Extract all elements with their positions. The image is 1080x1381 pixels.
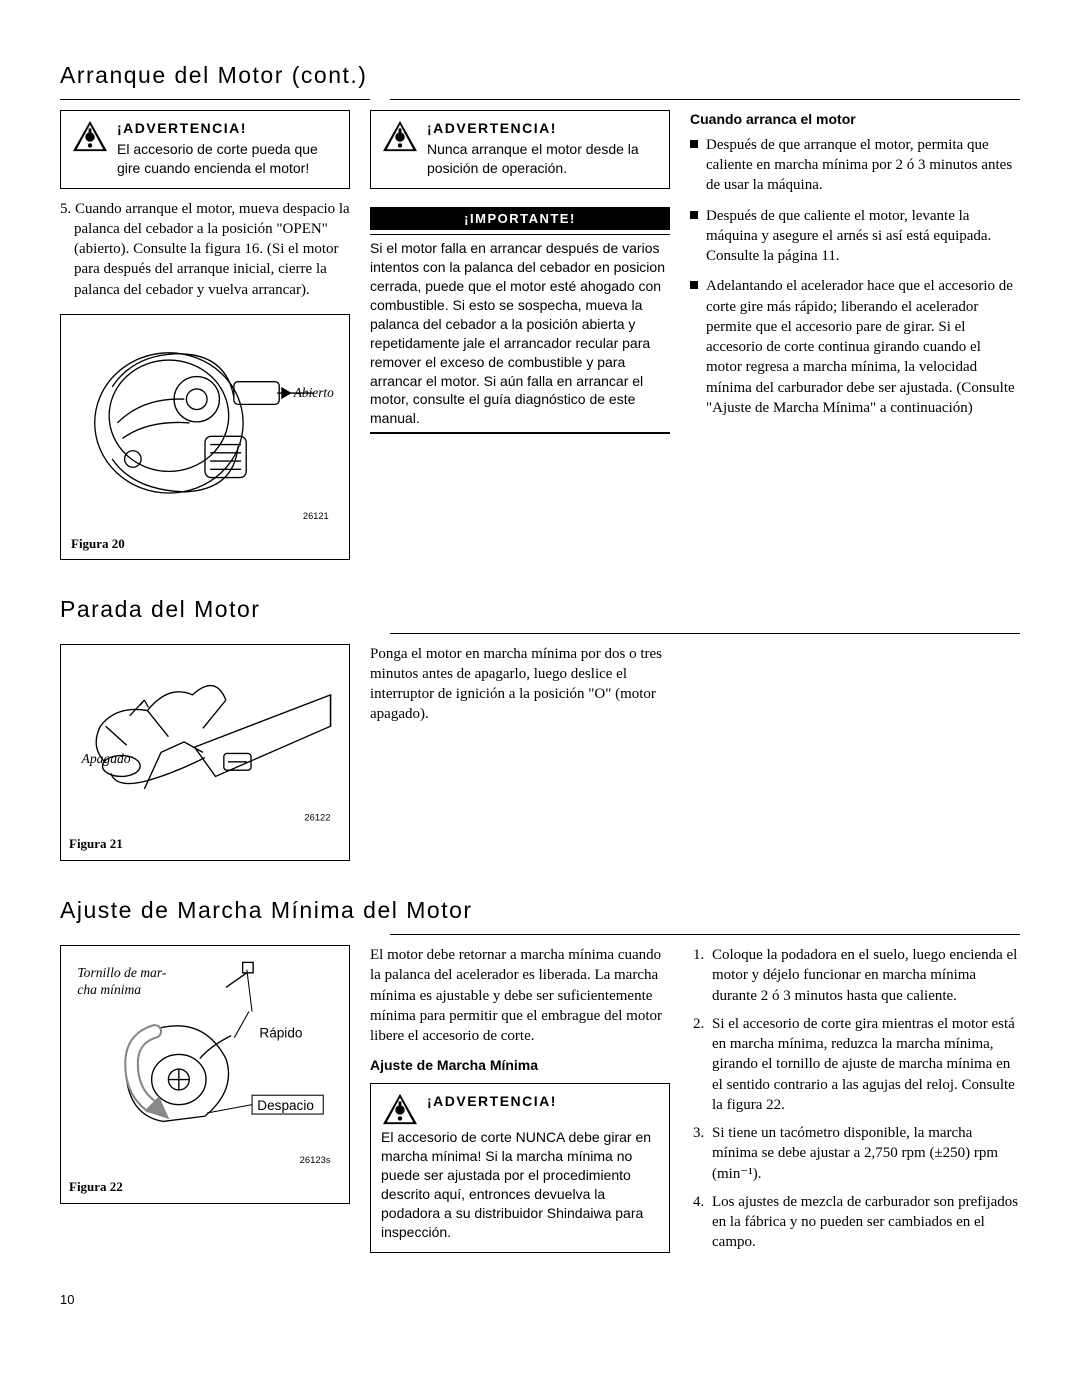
fig21-code: 26122 <box>304 811 330 822</box>
figure-22-svg: Tornillo de mar- cha mínima Rápido Despa… <box>69 954 341 1174</box>
rule <box>60 99 370 100</box>
figure-20: Abierto 26121 Figura 20 <box>60 314 350 560</box>
step-item: Si tiene un tacómetro disponible, la mar… <box>708 1123 1020 1184</box>
warning-icon <box>381 119 419 153</box>
step-item: Los ajustes de mezcla de carburador son … <box>708 1192 1020 1253</box>
warning-icon <box>381 1092 419 1126</box>
fig22-label-rapido: Rápido <box>259 1026 302 1041</box>
rule <box>370 432 670 434</box>
section-title-arranque: Arranque del Motor (cont.) <box>60 60 1020 91</box>
rule <box>370 234 670 235</box>
bullet-item: Adelantando el acelerador hace que el ac… <box>690 276 1020 418</box>
step-item: Coloque la podadora en el suelo, luego e… <box>708 945 1020 1006</box>
fig21-label-apagado: Apagado <box>81 751 131 766</box>
fig20-label-abierto: Abierto <box>293 385 334 400</box>
bullet-item: Después de que caliente el motor, levant… <box>690 206 1020 267</box>
warning-box-3: ¡ADVERTENCIA! El accesorio de corte NUNC… <box>370 1083 670 1252</box>
figure-20-caption: Figura 20 <box>71 535 339 553</box>
section-title-parada: Parada del Motor <box>60 594 1020 625</box>
figure-20-svg: Abierto 26121 <box>71 325 339 531</box>
rule <box>390 934 1020 935</box>
warning-box-2: ¡ADVERTENCIA! Nunca arranque el motor de… <box>370 110 670 189</box>
parada-text: Ponga el motor en marcha mínima por dos … <box>370 644 670 725</box>
warning-title-2: ¡ADVERTENCIA! <box>427 119 659 138</box>
fig22-label-despacio: Despacio <box>257 1098 314 1113</box>
warning-title-3: ¡ADVERTENCIA! <box>427 1092 557 1111</box>
cuando-arranca-heading: Cuando arranca el motor <box>690 110 1020 129</box>
importante-text: Si el motor falla en arrancar después de… <box>370 239 670 428</box>
ajuste-subhead: Ajuste de Marcha Mínima <box>370 1056 670 1075</box>
step-item: Si el accesorio de corte gira mientras e… <box>708 1014 1020 1115</box>
warning-icon <box>71 119 109 153</box>
fig22-label-tornillo1: Tornillo de mar- <box>77 965 166 980</box>
fig22-label-tornillo2: cha mínima <box>77 982 141 997</box>
ajuste-intro: El motor debe retornar a marcha mínima c… <box>370 945 670 1046</box>
warning-text-3: El accesorio de corte NUNCA debe girar e… <box>381 1128 659 1241</box>
bullet-item: Después de que arranque el motor, permit… <box>690 135 1020 196</box>
rule <box>390 99 1020 100</box>
figure-21-svg: Apagado 26122 <box>69 653 341 831</box>
section-title-ajuste: Ajuste de Marcha Mínima del Motor <box>60 895 1020 926</box>
importante-bar: ¡IMPORTANTE! <box>370 207 670 231</box>
warning-title-1: ¡ADVERTENCIA! <box>117 119 339 138</box>
warning-box-1: ¡ADVERTENCIA! El accesorio de corte pued… <box>60 110 350 189</box>
figure-22: Tornillo de mar- cha mínima Rápido Despa… <box>60 945 350 1204</box>
figure-22-caption: Figura 22 <box>69 1178 341 1196</box>
figure-21: Apagado 26122 Figura 21 <box>60 644 350 861</box>
figure-21-caption: Figura 21 <box>69 835 341 853</box>
warning-text-2: Nunca arranque el motor desde la posició… <box>427 140 659 178</box>
warning-text-1: El accesorio de corte pueda que gire cua… <box>117 140 339 178</box>
fig22-code: 26123s <box>300 1154 331 1165</box>
step-5: 5. Cuando arranque el motor, mueva despa… <box>60 199 350 300</box>
rule <box>390 633 1020 634</box>
fig20-code: 26121 <box>303 511 329 521</box>
page-number: 10 <box>60 1291 1020 1309</box>
